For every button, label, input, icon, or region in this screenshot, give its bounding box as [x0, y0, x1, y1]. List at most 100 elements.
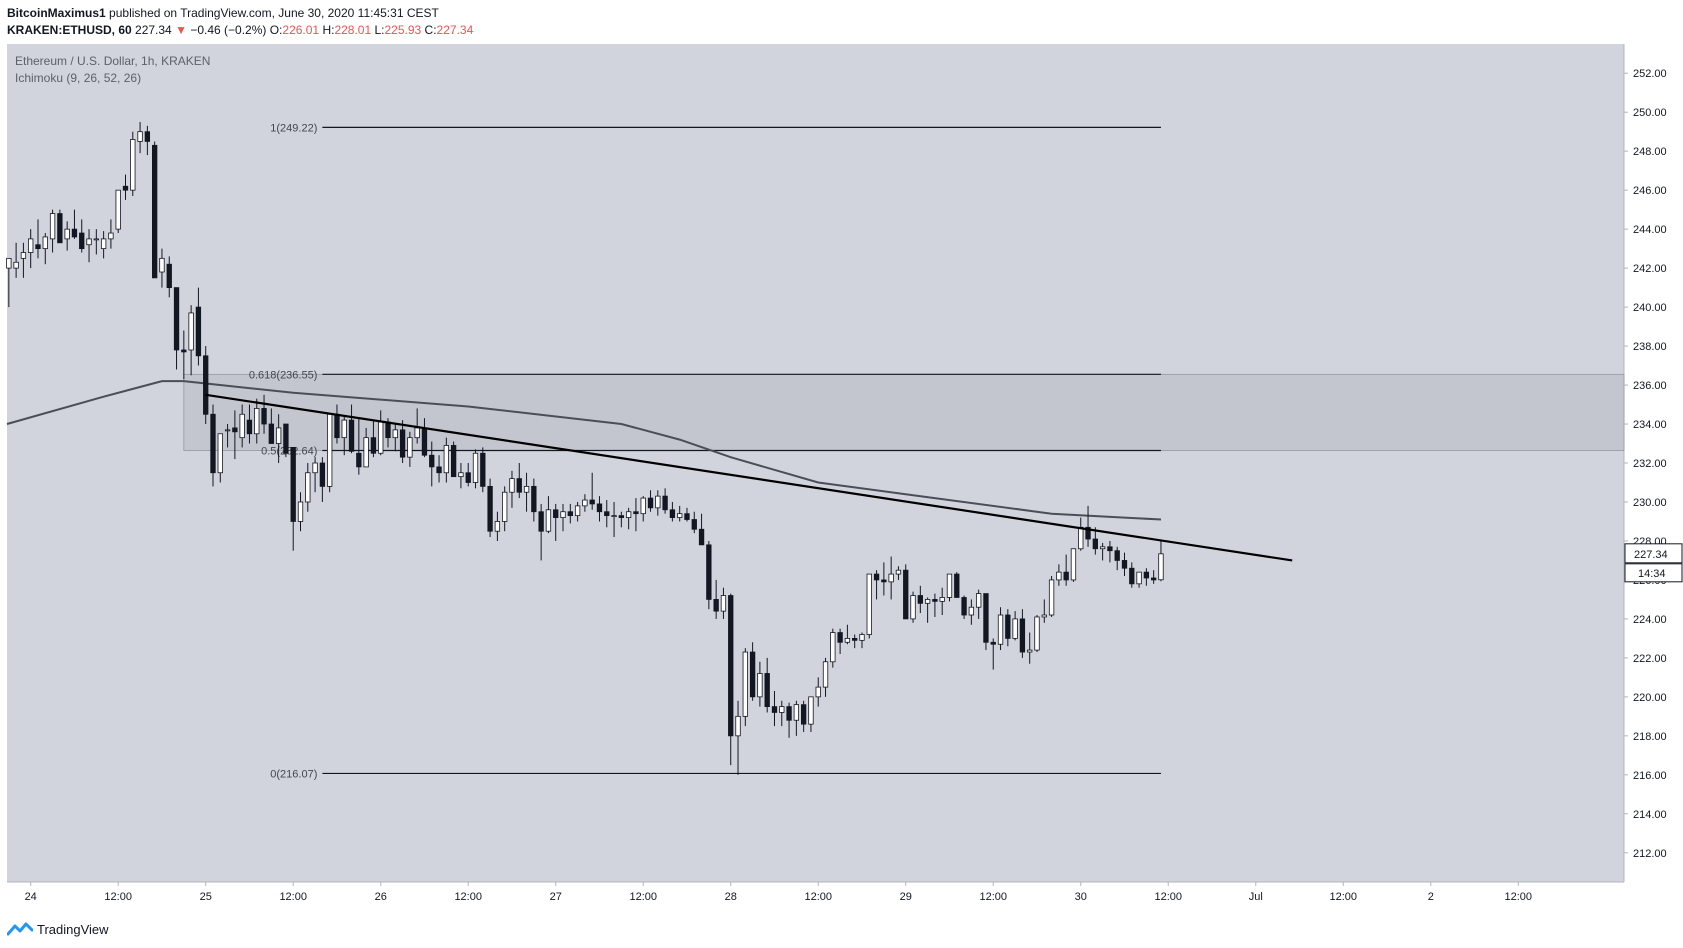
candle[interactable]: [538, 503, 544, 561]
candle[interactable]: [779, 700, 785, 727]
candle[interactable]: [742, 648, 748, 727]
candle[interactable]: [523, 472, 530, 512]
candle[interactable]: [275, 414, 282, 463]
last-price-badge[interactable]: [1624, 543, 1683, 564]
candle[interactable]: [173, 287, 180, 370]
candle[interactable]: [852, 634, 858, 649]
candle[interactable]: [596, 496, 603, 522]
candle[interactable]: [203, 346, 209, 425]
candle[interactable]: [1034, 615, 1040, 653]
candle[interactable]: [837, 628, 843, 654]
candle[interactable]: [1151, 570, 1157, 584]
candle[interactable]: [64, 221, 70, 251]
candle[interactable]: [130, 131, 136, 197]
candle[interactable]: [560, 503, 566, 532]
candle[interactable]: [57, 209, 63, 244]
candle[interactable]: [917, 585, 923, 614]
candle[interactable]: [728, 593, 734, 766]
candle[interactable]: [983, 593, 989, 651]
candle[interactable]: [159, 248, 165, 288]
candle[interactable]: [341, 416, 347, 456]
candle[interactable]: [677, 505, 683, 522]
candle[interactable]: [939, 587, 945, 616]
candle[interactable]: [1121, 552, 1128, 577]
candle[interactable]: [961, 595, 967, 619]
candle[interactable]: [531, 478, 537, 522]
candle[interactable]: [100, 231, 107, 259]
candle[interactable]: [1019, 609, 1026, 658]
candle[interactable]: [363, 427, 369, 468]
candle[interactable]: [152, 141, 158, 279]
candle[interactable]: [859, 632, 865, 649]
tradingview-logo[interactable]: TradingView: [7, 922, 109, 937]
candle[interactable]: [166, 256, 172, 298]
candle[interactable]: [144, 125, 151, 156]
price-axis-background[interactable]: [1624, 44, 1683, 882]
candle[interactable]: [786, 702, 792, 738]
candle[interactable]: [79, 219, 85, 253]
candle[interactable]: [181, 330, 187, 380]
candle[interactable]: [808, 696, 814, 732]
candle[interactable]: [713, 579, 719, 619]
candle[interactable]: [1143, 568, 1150, 586]
candle[interactable]: [771, 691, 778, 727]
candle[interactable]: [327, 413, 333, 493]
candle[interactable]: [997, 607, 1004, 651]
candle[interactable]: [1129, 562, 1135, 588]
resistance-zone[interactable]: [183, 373, 1625, 451]
candle[interactable]: [232, 410, 238, 460]
candle[interactable]: [735, 700, 741, 775]
candle[interactable]: [348, 404, 355, 454]
candle[interactable]: [13, 242, 19, 278]
candle[interactable]: [633, 498, 639, 532]
candle[interactable]: [822, 657, 829, 697]
candle[interactable]: [407, 431, 413, 467]
candle[interactable]: [122, 174, 129, 200]
candle[interactable]: [698, 513, 705, 546]
ichimoku-line[interactable]: [6, 380, 1162, 521]
candle[interactable]: [494, 511, 501, 541]
candle[interactable]: [1136, 571, 1142, 588]
candle[interactable]: [720, 587, 727, 619]
candle[interactable]: [582, 494, 588, 512]
candle[interactable]: [370, 420, 377, 458]
candle[interactable]: [224, 424, 231, 448]
candle[interactable]: [895, 566, 902, 580]
candle[interactable]: [903, 564, 909, 620]
descending-trendline[interactable]: [205, 393, 1293, 562]
candle[interactable]: [655, 490, 661, 516]
candle[interactable]: [706, 540, 712, 610]
candle[interactable]: [924, 597, 931, 623]
candle[interactable]: [625, 507, 632, 530]
candle[interactable]: [1099, 542, 1106, 561]
candle[interactable]: [6, 257, 12, 308]
candle[interactable]: [968, 599, 975, 625]
candle[interactable]: [392, 424, 398, 452]
candle[interactable]: [49, 209, 56, 253]
candle[interactable]: [502, 486, 508, 532]
candle[interactable]: [1158, 540, 1164, 582]
candle[interactable]: [261, 394, 267, 434]
candle[interactable]: [764, 657, 770, 713]
candle[interactable]: [20, 242, 27, 278]
candle[interactable]: [465, 463, 471, 487]
candle[interactable]: [1063, 554, 1069, 586]
candle[interactable]: [35, 219, 41, 259]
candle[interactable]: [217, 433, 223, 483]
candle[interactable]: [516, 463, 522, 499]
candle[interactable]: [1092, 527, 1098, 555]
candle[interactable]: [844, 624, 851, 645]
candle[interactable]: [319, 457, 326, 502]
candle[interactable]: [830, 628, 836, 668]
candle[interactable]: [458, 463, 464, 489]
candle[interactable]: [662, 488, 668, 514]
candle[interactable]: [195, 287, 202, 366]
candle[interactable]: [1005, 609, 1011, 647]
candle[interactable]: [1048, 576, 1055, 617]
candle[interactable]: [71, 209, 78, 239]
candle[interactable]: [210, 404, 216, 487]
candle[interactable]: [472, 449, 479, 489]
candle[interactable]: [436, 455, 442, 483]
candle[interactable]: [793, 700, 800, 736]
